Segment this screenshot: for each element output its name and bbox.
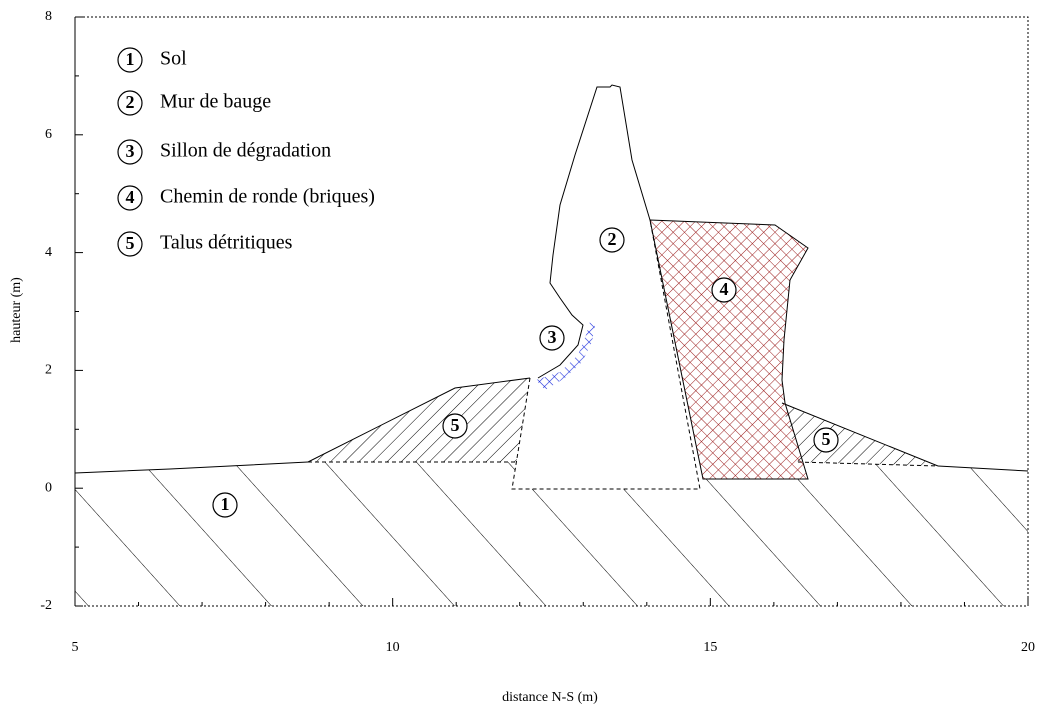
- y-tick-label: 8: [45, 9, 52, 24]
- legend-label: Mur de bauge: [160, 91, 271, 113]
- legend-symbol: 2: [126, 92, 135, 112]
- region-label: 3: [548, 327, 557, 347]
- x-tick-label: 15: [703, 640, 717, 655]
- region-label: 1: [221, 494, 230, 514]
- y-tick-label: -2: [40, 598, 52, 613]
- talus: [308, 378, 530, 462]
- region-label: 5: [451, 415, 460, 435]
- legend-symbol: 1: [126, 49, 135, 69]
- x-tick-label: 10: [386, 640, 400, 655]
- region-label: 2: [608, 229, 617, 249]
- y-tick-label: 0: [45, 480, 52, 495]
- legend-label: Chemin de ronde (briques): [160, 186, 375, 208]
- region-label: 5: [822, 429, 831, 449]
- y-axis-label: hauteur (m): [9, 277, 24, 343]
- legend-symbol: 3: [126, 141, 135, 161]
- legend-label: Sillon de dégradation: [160, 140, 331, 162]
- legend-symbol: 4: [126, 187, 135, 207]
- legend-label: Talus détritiques: [160, 232, 293, 254]
- y-tick-label: 2: [45, 363, 52, 378]
- chart: distance N-S (m) hauteur (m) 5101520-202…: [0, 0, 1040, 707]
- y-tick-label: 6: [45, 127, 52, 142]
- region-label: 4: [720, 279, 729, 299]
- legend-symbol: 5: [126, 233, 135, 253]
- x-axis-label: distance N-S (m): [502, 690, 598, 705]
- legend-label: Sol: [160, 48, 187, 70]
- y-tick-label: 4: [45, 245, 52, 260]
- x-tick-label: 5: [72, 640, 79, 655]
- x-tick-label: 20: [1021, 640, 1035, 655]
